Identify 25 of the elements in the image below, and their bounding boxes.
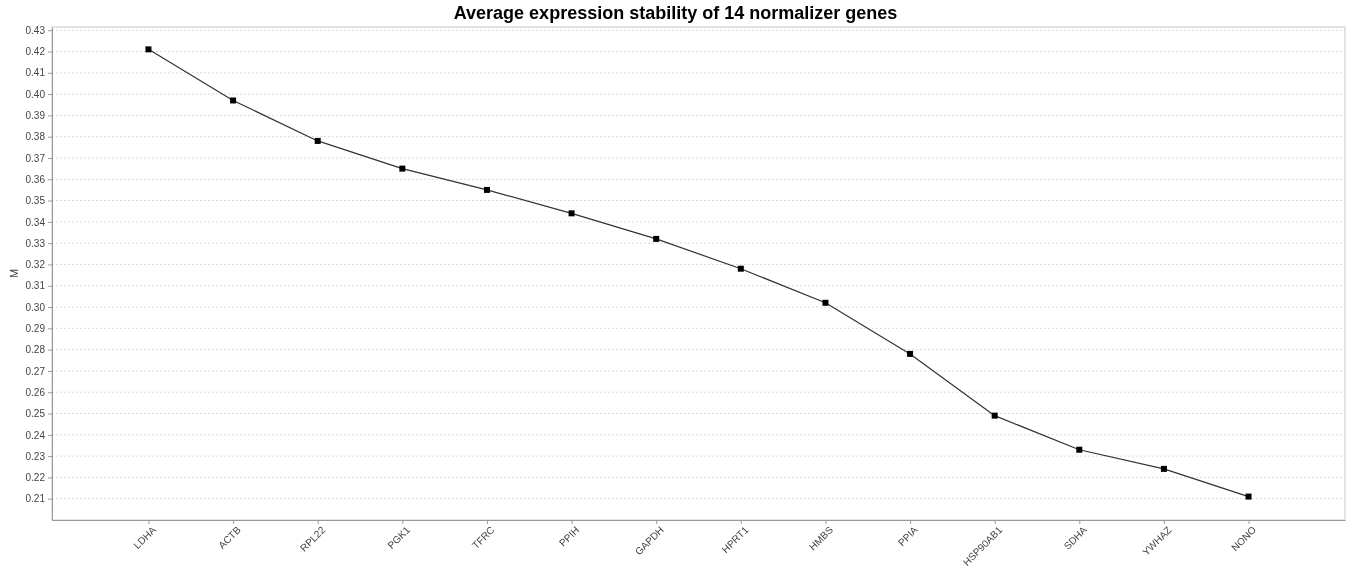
y-tick-label: 0.26 [25, 386, 46, 398]
y-tick-label: 0.28 [25, 344, 46, 356]
y-tick-label: 0.21 [25, 493, 46, 505]
y-tick-label: 0.41 [25, 67, 46, 79]
y-tick-label: 0.36 [25, 173, 46, 185]
y-tick-label: 0.24 [25, 429, 46, 441]
y-tick-label: 0.35 [25, 195, 46, 207]
y-tick-label: 0.25 [25, 408, 46, 420]
y-tick-label: 0.27 [25, 365, 46, 377]
y-tick-label: 0.43 [25, 24, 46, 36]
y-tick-label: 0.38 [25, 131, 46, 143]
y-tick-label: 0.40 [25, 88, 46, 100]
y-tick-label: 0.32 [25, 259, 46, 271]
y-axis-title: M [8, 268, 20, 279]
y-tick-label: 0.42 [25, 46, 46, 58]
y-tick-label: 0.30 [25, 301, 46, 313]
chart-title: Average expression stability of 14 normalizer genes [453, 3, 898, 23]
y-tick-label: 0.33 [25, 237, 46, 249]
y-tick-label: 0.37 [25, 152, 46, 164]
y-tick-label: 0.23 [25, 450, 46, 462]
y-tick-label: 0.29 [25, 323, 46, 335]
y-tick-label: 0.31 [25, 280, 46, 292]
y-tick-label: 0.39 [25, 110, 46, 122]
y-tick-label: 0.22 [25, 472, 46, 484]
y-tick-label: 0.34 [25, 216, 46, 228]
